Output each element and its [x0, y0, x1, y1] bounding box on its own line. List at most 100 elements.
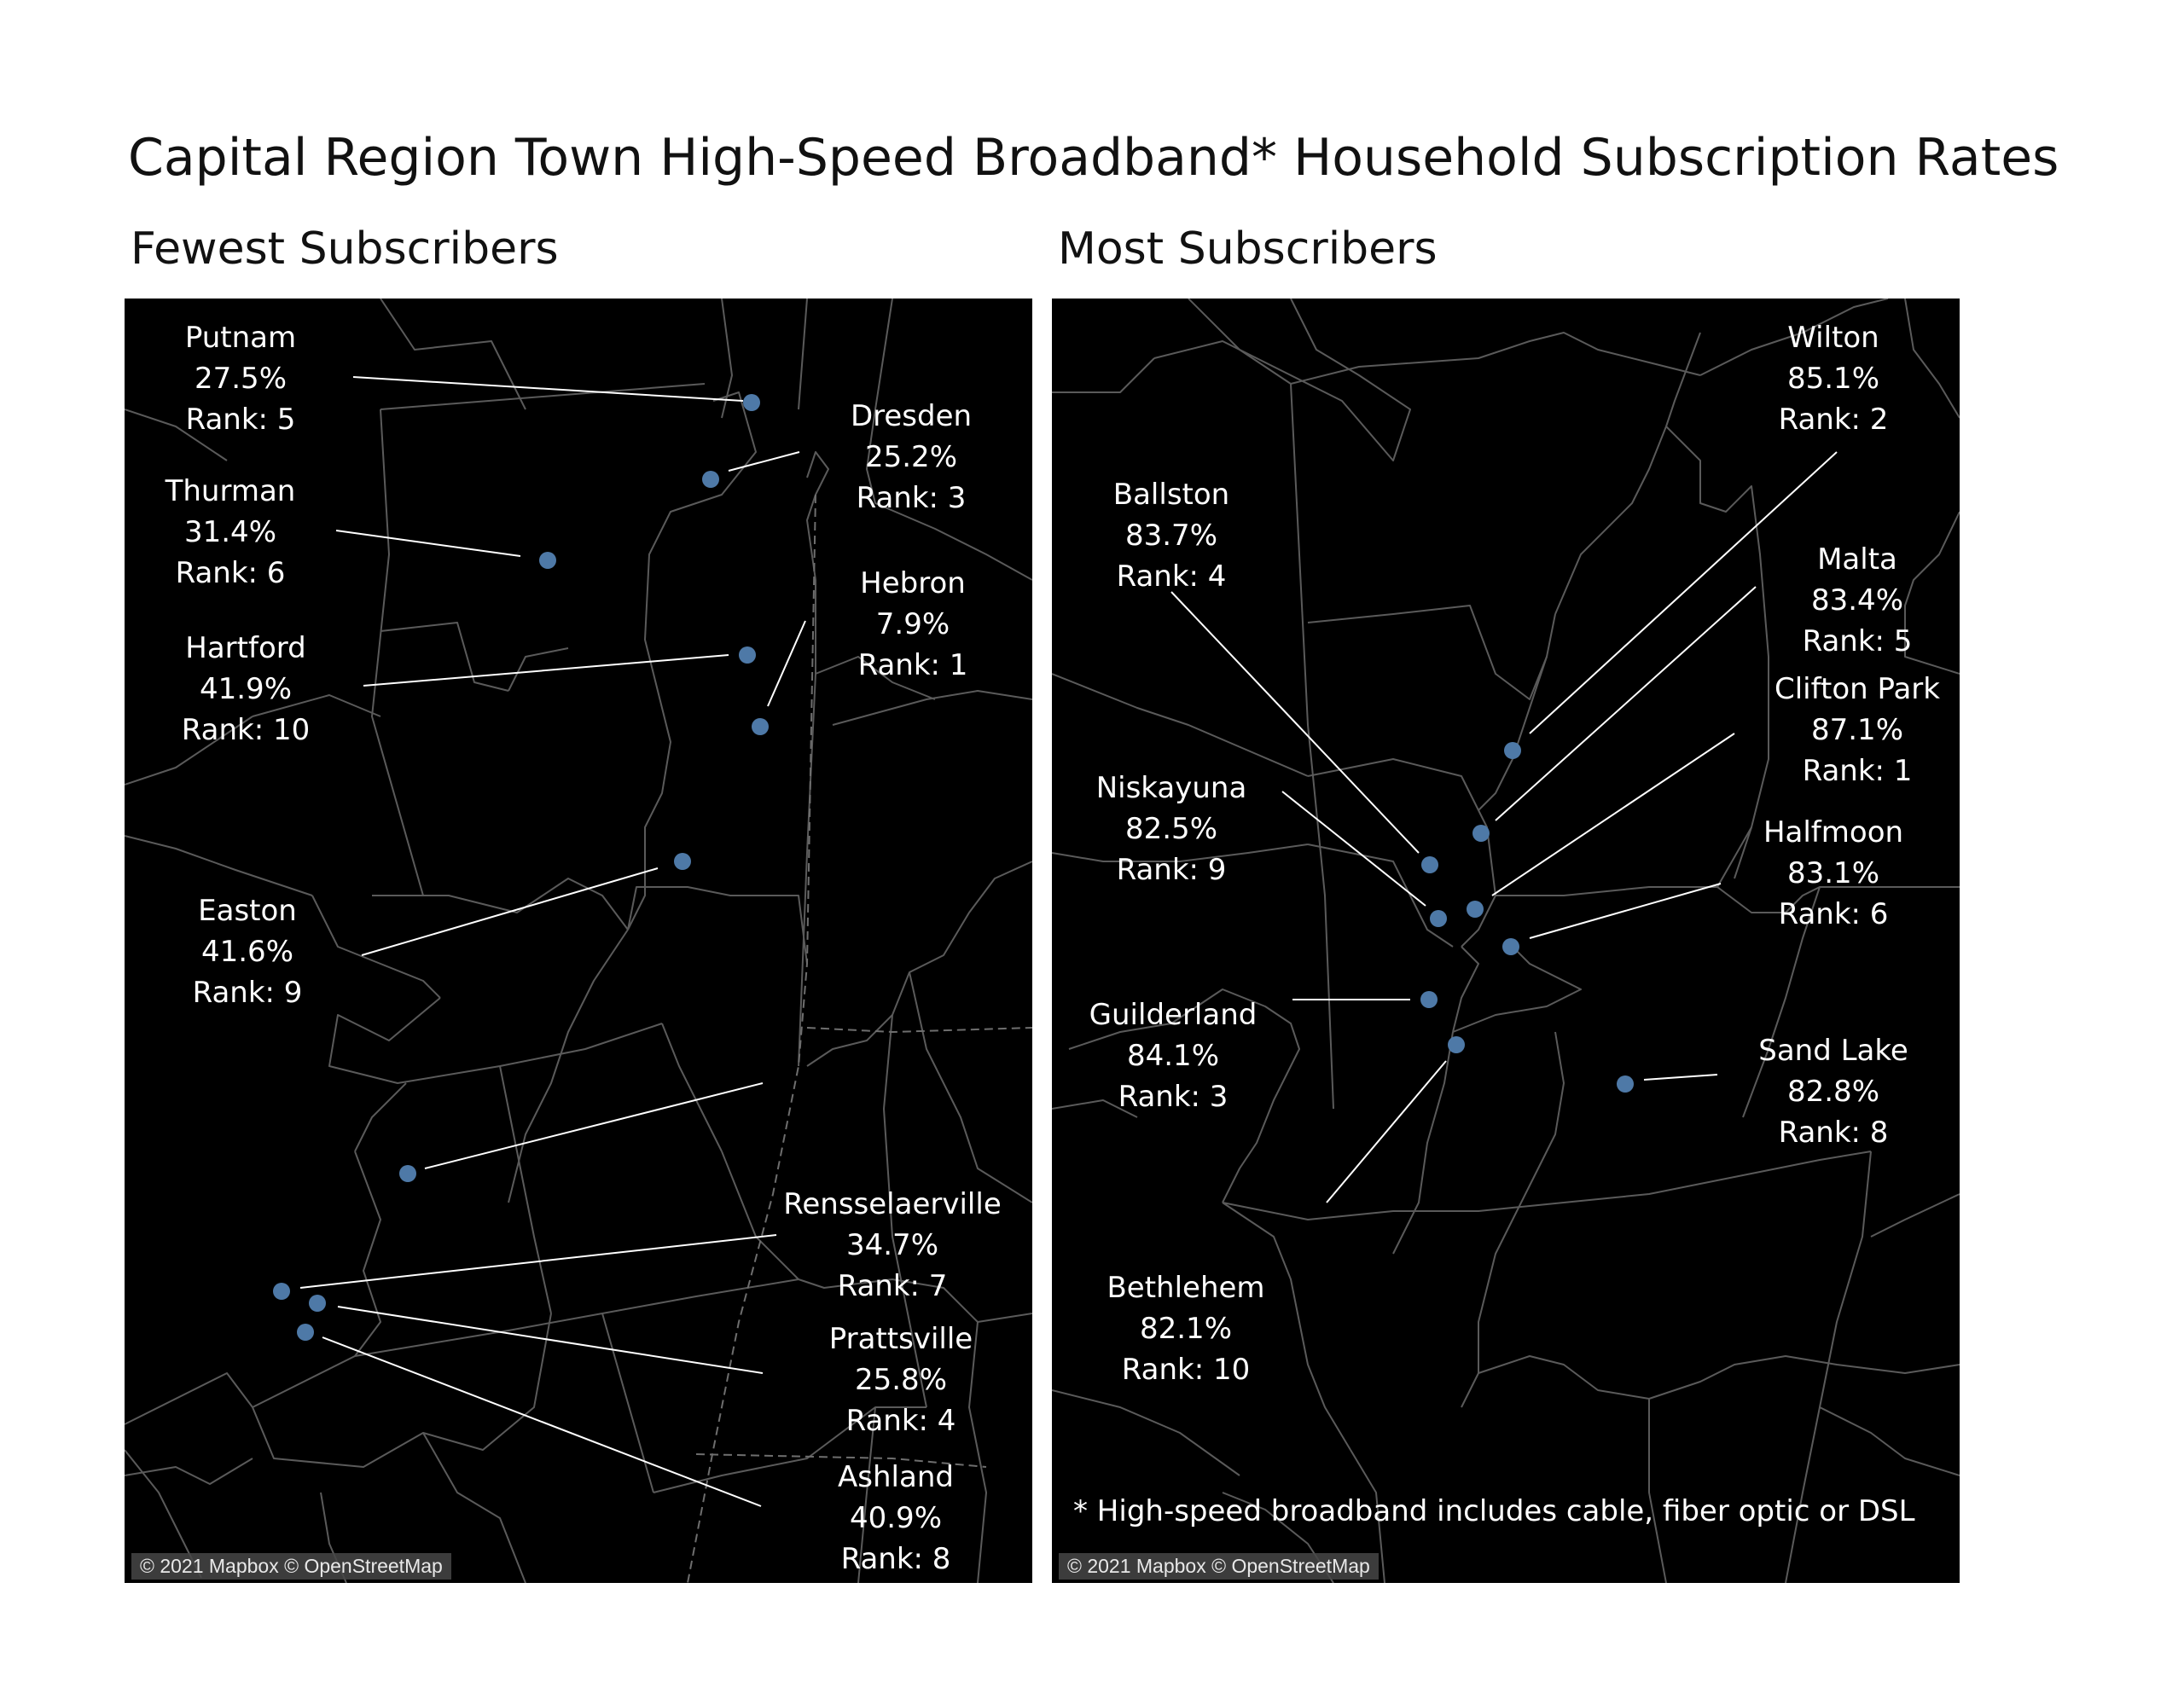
town-label-rensselaerville: Rensselaerville 34.7% Rank: 7 [756, 1184, 1029, 1307]
subscription-rate: 25.8% [854, 1363, 947, 1397]
leader-line-wilton [1529, 451, 1838, 734]
town-name: Rensselaerville [783, 1187, 1002, 1221]
town-marker-ballston[interactable] [1421, 856, 1438, 873]
town-name: Ballston [1112, 478, 1230, 512]
town-label-ashland: Ashland 40.9% Rank: 8 [759, 1457, 1032, 1580]
town-marker-malta[interactable] [1472, 825, 1490, 842]
town-marker-prattsville[interactable] [273, 1283, 290, 1300]
subscription-rate: 34.7% [845, 1228, 938, 1262]
town-rank: Rank: 8 [1778, 1116, 1889, 1150]
leader-line-easton [361, 867, 659, 956]
leader-line-rensselaerville [424, 1082, 764, 1169]
leader-line-clifton-park [1491, 733, 1735, 896]
town-marker-hartford[interactable] [739, 646, 756, 664]
town-label-bethlehem: Bethlehem 82.1% Rank: 10 [1052, 1267, 1322, 1390]
town-name: Malta [1817, 542, 1897, 577]
town-boundaries [125, 299, 1032, 1583]
town-rank: Rank: 5 [185, 403, 296, 437]
town-rank: Rank: 1 [857, 648, 968, 682]
leader-line-sand-lake [1643, 1074, 1718, 1081]
most-subscribers-map[interactable]: © 2021 Mapbox © OpenStreetMap Wilton 85.1… [1052, 299, 1960, 1583]
town-rank: Rank: 6 [1778, 897, 1889, 931]
town-rank: Rank: 4 [1116, 559, 1227, 594]
town-marker-easton[interactable] [674, 853, 691, 870]
town-marker-wilton[interactable] [1504, 742, 1521, 759]
town-rank: Rank: 5 [1802, 624, 1913, 658]
subscription-rate: 41.6% [200, 935, 293, 969]
town-label-wilton: Wilton 85.1% Rank: 2 [1697, 317, 1960, 440]
subscription-rate: 27.5% [194, 362, 287, 396]
town-rank: Rank: 4 [845, 1404, 956, 1438]
leader-line-hartford [363, 654, 729, 687]
subscription-rate: 83.1% [1786, 856, 1879, 890]
town-marker-clifton-park[interactable] [1467, 901, 1484, 918]
town-rank: Rank: 10 [1121, 1353, 1251, 1387]
town-marker-sand-lake[interactable] [1617, 1075, 1634, 1093]
town-label-prattsville: Prattsville 25.8% Rank: 4 [764, 1319, 1032, 1441]
town-label-putnam: Putnam 27.5% Rank: 5 [125, 317, 377, 440]
town-marker-rensselaerville[interactable] [399, 1165, 416, 1182]
town-label-hartford: Hartford 41.9% Rank: 10 [125, 628, 382, 751]
town-name: Clifton Park [1774, 672, 1940, 706]
town-marker-lexington[interactable] [297, 1324, 314, 1341]
town-marker-ashland[interactable] [309, 1295, 326, 1312]
town-rank: Rank: 3 [856, 481, 967, 515]
town-boundaries [1052, 299, 1960, 1583]
leader-line-ballston [1170, 591, 1420, 854]
leader-line-ashland [337, 1306, 764, 1374]
subscription-rate: 41.9% [199, 672, 292, 706]
town-marker-niskayuna[interactable] [1430, 910, 1447, 927]
fewest-subscribers-map[interactable]: © 2021 Mapbox © OpenStreetMap Putnam 27.5… [125, 299, 1032, 1583]
town-rank: Rank: 7 [837, 1269, 948, 1303]
subscription-rate: 82.8% [1786, 1075, 1879, 1109]
town-name: Dresden [850, 399, 973, 433]
leader-line-hebron [767, 620, 806, 707]
subscription-rate: 7.9% [875, 607, 950, 641]
town-name: Putnam [184, 321, 297, 355]
town-rank: Rank: 6 [175, 556, 286, 590]
leader-line-malta [1495, 586, 1757, 821]
map-base-layer [125, 299, 1032, 1583]
footnote: * High-speed broadband includes cable, f… [1073, 1494, 1915, 1528]
leader-line-halfmoon [1529, 883, 1722, 939]
town-name: Wilton [1787, 321, 1879, 355]
town-label-sand-lake: Sand Lake 82.8% Rank: 8 [1697, 1030, 1960, 1153]
subscription-rate: 25.2% [864, 440, 957, 474]
town-markers-layer [1170, 451, 1838, 1203]
subscription-rate: 85.1% [1786, 362, 1879, 396]
subscription-rate: 84.1% [1126, 1039, 1219, 1073]
town-name: Guilderland [1089, 998, 1258, 1032]
town-name: Niskayuna [1095, 771, 1247, 805]
subscription-rate: 83.4% [1810, 583, 1903, 617]
map-title: Capital Region Town High-Speed Broadband… [128, 128, 2059, 188]
town-marker-bethlehem[interactable] [1448, 1036, 1465, 1053]
subscription-rate: 82.5% [1124, 812, 1217, 846]
subscription-rate: 40.9% [849, 1501, 942, 1535]
town-marker-guilderland[interactable] [1420, 991, 1438, 1008]
town-marker-hebron[interactable] [752, 718, 769, 735]
town-rank: Rank: 10 [181, 713, 311, 747]
town-marker-thurman[interactable] [539, 552, 556, 569]
town-label-clifton-park: Clifton Park 87.1% Rank: 1 [1721, 669, 1960, 791]
leader-line-niskayuna [1281, 791, 1426, 907]
town-label-guilderland: Guilderland 84.1% Rank: 3 [1052, 994, 1310, 1117]
town-label-hebron: Hebron 7.9% Rank: 1 [776, 563, 1032, 686]
leader-line-putnam [352, 376, 744, 402]
subscription-rate: 83.7% [1124, 519, 1217, 553]
town-label-halfmoon: Halfmoon 83.1% Rank: 6 [1697, 812, 1960, 935]
town-name: Hartford [185, 631, 306, 665]
leader-line-prattsville [299, 1234, 777, 1289]
town-name: Prattsville [828, 1322, 973, 1356]
town-rank: Rank: 9 [1116, 853, 1227, 887]
town-marker-halfmoon[interactable] [1502, 938, 1519, 955]
subscription-rate: 82.1% [1139, 1312, 1232, 1346]
town-name: Thurman [165, 474, 296, 508]
town-marker-dresden[interactable] [702, 471, 719, 488]
town-name: Halfmoon [1763, 815, 1904, 849]
leader-line-lexington [322, 1336, 762, 1507]
town-label-niskayuna: Niskayuna 82.5% Rank: 9 [1052, 768, 1308, 890]
town-rank: Rank: 2 [1778, 403, 1889, 437]
town-marker-putnam[interactable] [743, 394, 760, 411]
town-rank: Rank: 9 [192, 976, 303, 1010]
leader-line-bethlehem [1326, 1060, 1447, 1203]
